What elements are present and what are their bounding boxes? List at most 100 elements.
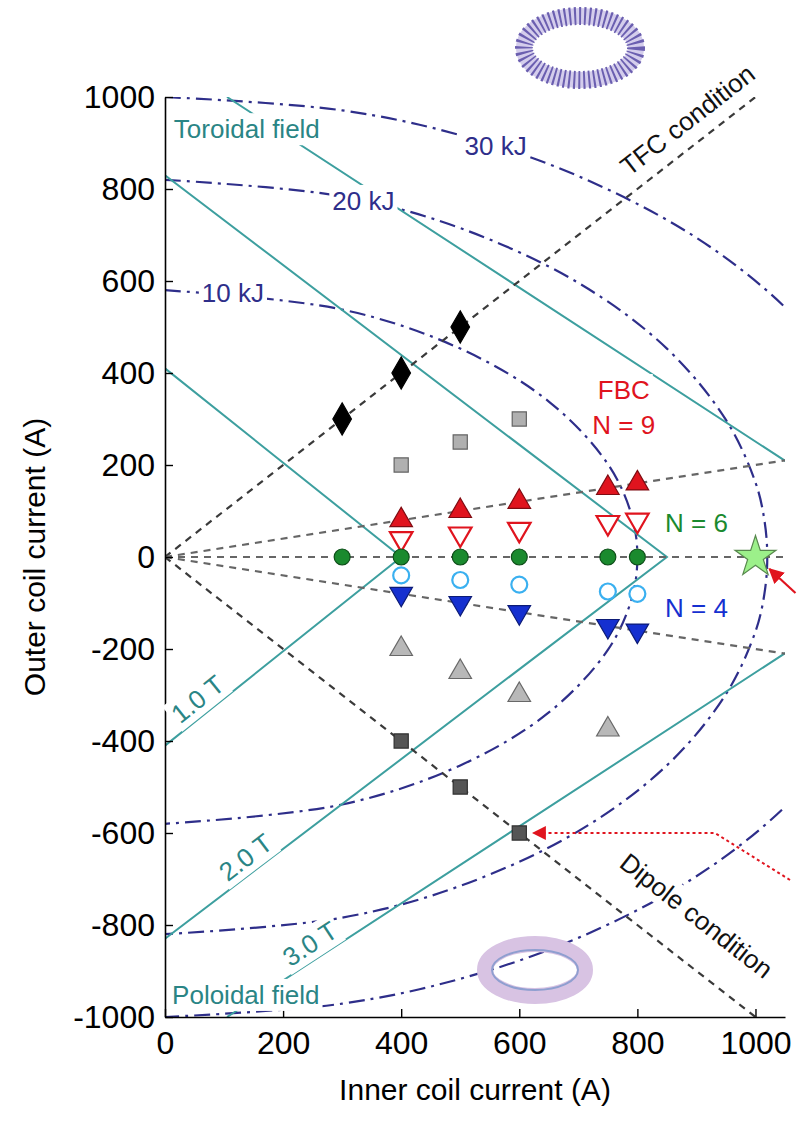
marker-triangle-up — [449, 659, 472, 679]
marker-triangle-up — [597, 475, 620, 495]
tick-mark — [165, 925, 173, 926]
series-label-group: 2.0 T — [210, 825, 281, 890]
series-label: TFC condition — [615, 58, 761, 181]
series-label: 2.0 T — [213, 828, 278, 888]
chart-svg: 02004006008001000-1000-800-600-400-20002… — [0, 0, 805, 1121]
series-label: 20 kJ — [332, 186, 394, 216]
series-label-group: 3.0 T — [274, 913, 346, 975]
torus-icon-top — [524, 16, 636, 80]
series-label: Dipole condition — [614, 847, 778, 984]
labels: 10 kJ 20 kJ 30 kJ 1.0 T 2.0 T 3.0 T TFC condit… — [162, 56, 781, 1011]
series-label: N = 4 — [665, 593, 728, 623]
tick-mark — [165, 741, 173, 742]
tick-mark — [401, 1009, 402, 1017]
tick-mark — [165, 833, 173, 834]
torus-body — [485, 944, 585, 996]
marker-triangle-down-open — [597, 516, 620, 536]
tick: 200 — [102, 447, 173, 483]
series-label-group: N = 9 — [589, 409, 658, 441]
tick-label: 600 — [102, 263, 155, 299]
line-dashed — [165, 460, 785, 557]
label-patch — [199, 277, 267, 309]
marker-triangle-up — [626, 470, 649, 490]
annotation-group: Toroidal field — [171, 113, 323, 145]
series-label-group: N = 4 — [662, 592, 731, 624]
marker-triangle-down — [449, 596, 472, 616]
series-label-group: 1.0 T — [162, 666, 233, 732]
tick-mark — [165, 1017, 173, 1018]
marker-diamond — [451, 311, 470, 343]
marker-diamond — [333, 403, 352, 435]
tick-mark — [165, 649, 173, 650]
chart-container: 02004006008001000-1000-800-600-400-20002… — [0, 0, 805, 1121]
tick-label: 800 — [102, 171, 155, 207]
marker-triangle-up — [597, 716, 620, 736]
tick-label: 600 — [493, 1025, 546, 1061]
axis-line — [166, 1017, 786, 1019]
series-label: 1.0 T — [165, 669, 230, 729]
marker-triangle-down — [626, 624, 649, 644]
marker-square — [453, 435, 467, 449]
marker-circle — [600, 549, 616, 565]
marker-star — [735, 535, 776, 574]
marker-triangle-up — [390, 507, 413, 527]
tick-mark — [165, 281, 173, 282]
tick: 600 — [493, 1009, 546, 1061]
series-label-group: 20 kJ — [329, 185, 397, 217]
line-dashed — [165, 557, 755, 1017]
label-patch — [612, 56, 764, 184]
decorations — [485, 16, 795, 996]
tick-label: 1000 — [84, 79, 155, 115]
label-patch — [274, 913, 346, 975]
tick: 400 — [102, 355, 173, 391]
marker-square — [394, 458, 408, 472]
marker-diamond — [392, 357, 411, 389]
marker-circle-open — [393, 567, 409, 583]
tick-label: -800 — [91, 907, 155, 943]
series-label-group: TFC condition — [612, 56, 764, 184]
tick-mark — [165, 465, 173, 466]
marker-square — [512, 412, 526, 426]
torus-icon-bottom — [485, 944, 585, 996]
tick-label: 200 — [102, 447, 155, 483]
series-label-group: 10 kJ — [199, 277, 267, 309]
label-patch — [162, 666, 233, 732]
marker-circle — [393, 549, 409, 565]
label-patch — [462, 130, 530, 162]
line-dashed — [165, 97, 755, 557]
marker-triangle-down — [390, 587, 413, 607]
marker-triangle-down — [597, 619, 620, 639]
arrow — [769, 569, 795, 593]
tick: 0 — [137, 539, 173, 575]
tick: 800 — [102, 171, 173, 207]
tick-mark — [165, 189, 173, 190]
marker-circle-open — [600, 584, 616, 600]
marker-triangle-down-open — [626, 514, 649, 534]
line-dash-dot — [165, 97, 785, 1017]
y-axis: -1000-800-600-400-20002004006008001000 — [73, 79, 173, 1035]
torus-edge — [492, 950, 578, 990]
tick: 400 — [375, 1009, 428, 1061]
tick: 200 — [257, 1009, 310, 1061]
marker-circle-open — [629, 586, 645, 602]
series-label-group: 30 kJ — [462, 130, 530, 162]
tick-mark — [165, 557, 173, 558]
marker-triangle-down-open — [449, 527, 472, 547]
series-label-group: Dipole condition — [611, 844, 781, 987]
tick-mark — [165, 373, 173, 374]
annotation: Poloidal field — [172, 980, 319, 1010]
series-label-group: N = 6 — [662, 507, 731, 539]
tick-label: 0 — [137, 539, 155, 575]
tick-mark — [637, 1009, 638, 1017]
tick: -1000 — [73, 999, 173, 1035]
label-patch — [210, 825, 281, 890]
marker-circle — [334, 549, 350, 565]
tick-label: 400 — [102, 355, 155, 391]
label-patch — [169, 979, 322, 1011]
label-patch — [595, 374, 653, 406]
marker-triangle-up — [508, 489, 531, 509]
tick-mark — [519, 1009, 520, 1017]
x-axis: 02004006008001000 — [157, 1009, 792, 1061]
tick-label: -200 — [91, 631, 155, 667]
series-label: 30 kJ — [465, 131, 527, 161]
